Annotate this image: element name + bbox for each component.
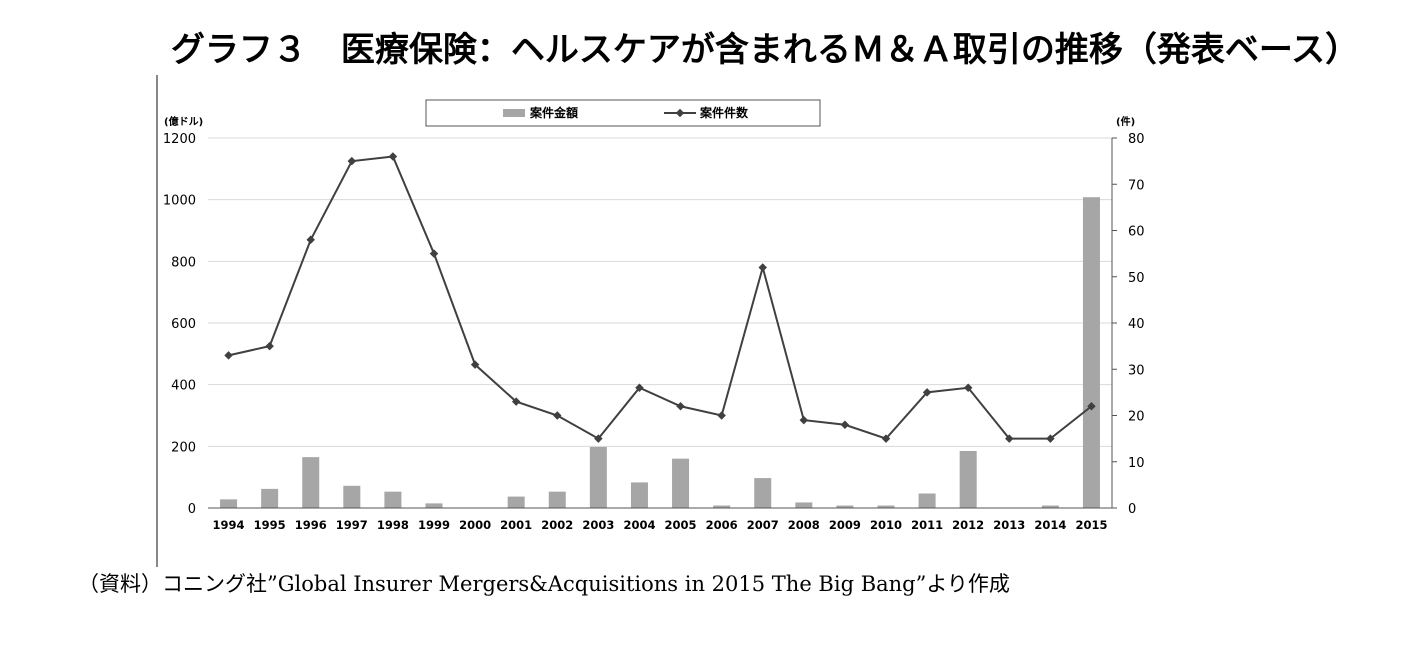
bar bbox=[261, 488, 279, 508]
line-point bbox=[594, 434, 603, 443]
y-left-tick-label: 200 bbox=[171, 440, 196, 455]
x-tick-label: 1999 bbox=[418, 518, 450, 532]
bar bbox=[1082, 197, 1100, 508]
bar bbox=[918, 493, 936, 508]
x-tick-label: 2006 bbox=[706, 518, 738, 532]
line-point bbox=[881, 434, 891, 443]
line-point bbox=[553, 411, 562, 420]
grid-lines bbox=[208, 137, 1112, 447]
x-tick-label: 2005 bbox=[665, 518, 697, 532]
bar bbox=[220, 499, 238, 508]
legend-box bbox=[425, 99, 821, 127]
left-axis-unit: (億ドル) bbox=[164, 115, 203, 128]
line-point bbox=[676, 402, 685, 411]
y-left-tick-label: 800 bbox=[171, 255, 196, 270]
bar bbox=[795, 502, 813, 508]
y-right-tick-label: 60 bbox=[1128, 225, 1145, 240]
line-series bbox=[224, 152, 1096, 443]
legend-line-label: 案件件数 bbox=[699, 105, 749, 120]
bar bbox=[754, 478, 772, 508]
y-left-tick-label: 1200 bbox=[163, 132, 196, 147]
x-tick-label: 2015 bbox=[1075, 518, 1107, 532]
bar bbox=[630, 482, 648, 508]
x-tick-label: 2004 bbox=[623, 518, 655, 532]
bar bbox=[302, 457, 320, 508]
line-point bbox=[799, 415, 809, 425]
line-point bbox=[963, 383, 973, 392]
x-tick-label: 2003 bbox=[582, 518, 614, 532]
page-title: グラフ３ 医療保険：ヘルスケアが含まれるＭ＆Ａ取引の推移（発表ベース） bbox=[170, 30, 1360, 70]
bar bbox=[507, 496, 525, 508]
y-right-tick-label: 80 bbox=[1128, 132, 1145, 147]
bar bbox=[836, 505, 854, 508]
line-point bbox=[265, 341, 274, 351]
x-tick-label: 1994 bbox=[213, 518, 245, 532]
bar bbox=[548, 491, 566, 508]
bar bbox=[713, 505, 731, 508]
x-tick-label: 2013 bbox=[993, 518, 1025, 532]
bar bbox=[672, 458, 690, 508]
bar bbox=[384, 491, 402, 508]
line-point bbox=[347, 156, 357, 166]
y-right-tick-label: 30 bbox=[1128, 363, 1145, 378]
y-right-tick-label: 20 bbox=[1128, 410, 1145, 425]
y-left-tick-label: 0 bbox=[188, 502, 196, 517]
y-left-tick-label: 600 bbox=[171, 317, 196, 332]
line-point bbox=[840, 420, 850, 429]
line-point bbox=[388, 152, 398, 161]
bar-series bbox=[220, 197, 1100, 508]
line-point bbox=[511, 397, 521, 406]
y-right-tick-label: 70 bbox=[1128, 178, 1145, 193]
legend-bar-label: 案件金額 bbox=[529, 105, 578, 120]
legend: 案件金額 案件件数 bbox=[425, 99, 821, 127]
bar bbox=[959, 450, 977, 508]
axes: 0 200 400 600 800 1000 1200 0 10 20 30 40 50 60 70 80 19… bbox=[163, 132, 1145, 532]
x-tick-label: 1995 bbox=[254, 518, 286, 532]
legend-bar-swatch bbox=[503, 109, 525, 117]
line-point bbox=[1005, 434, 1014, 443]
x-tick-label: 2010 bbox=[870, 518, 902, 532]
line-point bbox=[1087, 402, 1096, 411]
x-tick-label: 2000 bbox=[459, 518, 491, 532]
y-left-tick-label: 1000 bbox=[163, 194, 196, 209]
line-point bbox=[224, 351, 233, 360]
source-note: （資料）コニング社”Global Insurer Mergers&Acquisi… bbox=[78, 572, 1010, 596]
x-tick-label: 1996 bbox=[295, 518, 327, 532]
bar bbox=[877, 505, 895, 508]
bar bbox=[589, 446, 607, 508]
x-tick-label: 2011 bbox=[911, 518, 943, 532]
y-right-tick-label: 40 bbox=[1128, 317, 1145, 332]
line-point bbox=[306, 235, 315, 244]
line-point bbox=[470, 360, 480, 369]
x-tick-label: 2007 bbox=[747, 518, 779, 532]
bar bbox=[1041, 505, 1059, 508]
line-point bbox=[717, 411, 726, 420]
x-tick-label: 1998 bbox=[377, 518, 409, 532]
bar bbox=[343, 485, 361, 508]
x-tick-label: 2001 bbox=[500, 518, 532, 532]
x-tick-label: 2008 bbox=[788, 518, 820, 532]
y-right-tick-label: 10 bbox=[1128, 456, 1145, 471]
line-point bbox=[635, 383, 644, 392]
bar bbox=[425, 503, 443, 508]
x-tick-label: 2014 bbox=[1034, 518, 1066, 532]
line-point bbox=[922, 388, 932, 397]
x-tick-label: 2009 bbox=[829, 518, 861, 532]
y-right-tick-label: 0 bbox=[1128, 502, 1136, 517]
line-point bbox=[1046, 434, 1055, 443]
y-left-tick-label: 400 bbox=[171, 379, 196, 394]
right-axis-unit: (件) bbox=[1116, 115, 1135, 128]
line-point bbox=[429, 249, 439, 258]
line-point bbox=[758, 263, 767, 272]
left-rule bbox=[156, 75, 158, 567]
y-right-tick-label: 50 bbox=[1128, 271, 1145, 286]
x-tick-label: 2002 bbox=[541, 518, 573, 532]
x-tick-label: 1997 bbox=[336, 518, 368, 532]
line-path bbox=[228, 155, 1093, 440]
x-tick-label: 2012 bbox=[952, 518, 984, 532]
